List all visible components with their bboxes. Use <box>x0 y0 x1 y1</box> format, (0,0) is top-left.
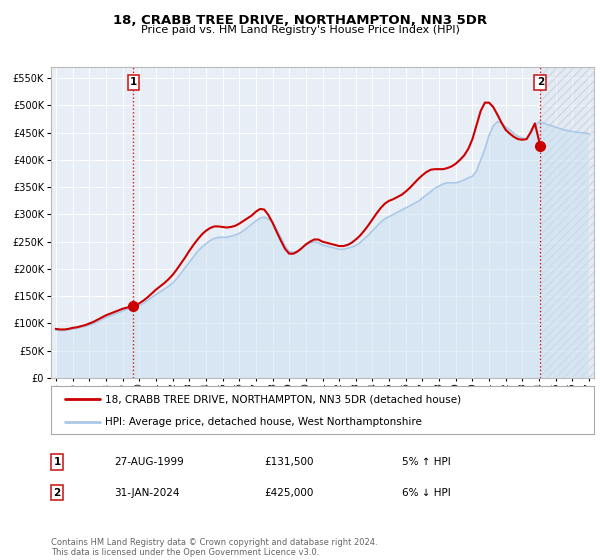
Text: 2: 2 <box>537 77 544 87</box>
Text: £131,500: £131,500 <box>264 457 314 467</box>
Text: 1: 1 <box>53 457 61 467</box>
Text: 18, CRABB TREE DRIVE, NORTHAMPTON, NN3 5DR: 18, CRABB TREE DRIVE, NORTHAMPTON, NN3 5… <box>113 14 487 27</box>
Text: 5% ↑ HPI: 5% ↑ HPI <box>402 457 451 467</box>
Text: 2: 2 <box>53 488 61 498</box>
Text: 18, CRABB TREE DRIVE, NORTHAMPTON, NN3 5DR (detached house): 18, CRABB TREE DRIVE, NORTHAMPTON, NN3 5… <box>106 394 461 404</box>
Text: 1: 1 <box>130 77 137 87</box>
Text: 31-JAN-2024: 31-JAN-2024 <box>114 488 179 498</box>
Text: 27-AUG-1999: 27-AUG-1999 <box>114 457 184 467</box>
Bar <box>541 67 594 378</box>
Text: 6% ↓ HPI: 6% ↓ HPI <box>402 488 451 498</box>
Text: Contains HM Land Registry data © Crown copyright and database right 2024.
This d: Contains HM Land Registry data © Crown c… <box>51 538 377 557</box>
Text: £425,000: £425,000 <box>264 488 313 498</box>
Text: Price paid vs. HM Land Registry's House Price Index (HPI): Price paid vs. HM Land Registry's House … <box>140 25 460 35</box>
Text: HPI: Average price, detached house, West Northamptonshire: HPI: Average price, detached house, West… <box>106 417 422 427</box>
